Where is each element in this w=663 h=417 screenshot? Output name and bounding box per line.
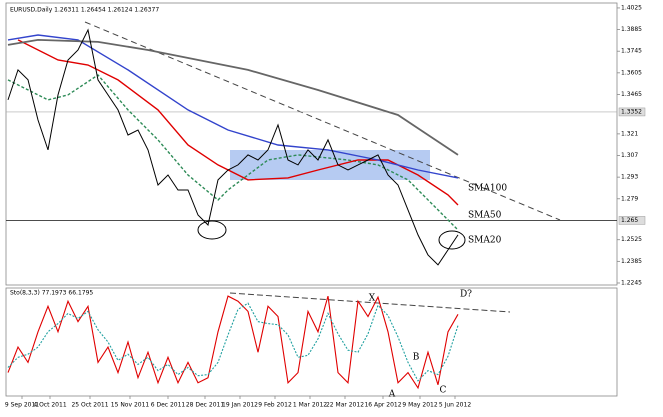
- x-tick-label: 6 Dec 2011: [151, 402, 186, 409]
- y-tick-label: 1.321: [621, 130, 638, 137]
- y-tick-label: 1.3745: [621, 48, 642, 55]
- series-label: SMA100: [468, 183, 507, 193]
- y-tick-label: 1.279: [621, 195, 638, 202]
- level-box: [618, 216, 646, 225]
- circle-marker: [438, 230, 466, 250]
- x-tick-label: 9 May 2012: [402, 402, 437, 409]
- trend-line: [84, 21, 561, 221]
- annotation: C: [440, 386, 447, 396]
- series-label: SMA20: [468, 235, 502, 245]
- y-tick-label: 1.3465: [621, 91, 642, 98]
- x-tick-label: 1 Mar 2012: [293, 402, 327, 409]
- stoch-line: [7, 295, 459, 390]
- y-tick-label: 1.3605: [621, 69, 642, 76]
- x-tick-label: 5 Jun 2012: [439, 402, 471, 409]
- x-tick-label: 19 Jan 2012: [222, 402, 258, 409]
- x-tick-label: 16 Apr 2012: [364, 402, 401, 409]
- chart-title: EURUSD,Daily 1.26311 1.26454 1.26124 1.2…: [10, 7, 159, 14]
- stoch-panel: [5, 287, 618, 397]
- annotation: B: [413, 353, 420, 363]
- annotation: X: [369, 294, 376, 304]
- level-box: [618, 107, 646, 117]
- stoch-line: [7, 302, 459, 382]
- x-tick-label: 25 Oct 2011: [71, 402, 108, 409]
- moving-average: [17, 39, 459, 206]
- stoch-title: Sto(8,3,3) 77.1973 66.1795: [10, 290, 93, 297]
- x-tick-label: 15 Nov 2011: [111, 402, 150, 409]
- x-tick-label: 9 Feb 2012: [258, 402, 292, 409]
- x-tick-label: 9 Sep 2011: [5, 402, 39, 409]
- y-tick-label: 1.293: [621, 174, 638, 181]
- moving-average: [7, 34, 459, 179]
- y-tick-label: 1.2525: [621, 236, 642, 243]
- y-tick-label: 1.4025: [621, 4, 642, 11]
- annotation: D?: [460, 290, 472, 300]
- level-label: 1.3352: [621, 108, 642, 115]
- series-label: SMA50: [468, 210, 502, 220]
- x-tick-label: 4 Oct 2011: [33, 402, 66, 409]
- y-tick-label: 1.2245: [621, 279, 642, 286]
- y-tick-label: 1.3885: [621, 26, 642, 33]
- price-line: [7, 28, 459, 266]
- x-tick-label: 22 Mar 2012: [326, 402, 364, 409]
- price-panel: [5, 2, 618, 286]
- circle-marker: [197, 220, 227, 240]
- moving-average: [7, 38, 459, 156]
- annotation: A: [388, 390, 396, 400]
- x-tick-label: 28 Dec 2011: [186, 402, 225, 409]
- y-tick-label: 1.2385: [621, 258, 642, 265]
- moving-average: [7, 74, 459, 231]
- level-label: 1.265: [621, 217, 638, 224]
- stoch-trend-line: [229, 292, 511, 313]
- y-tick-label: 1.307: [621, 152, 638, 159]
